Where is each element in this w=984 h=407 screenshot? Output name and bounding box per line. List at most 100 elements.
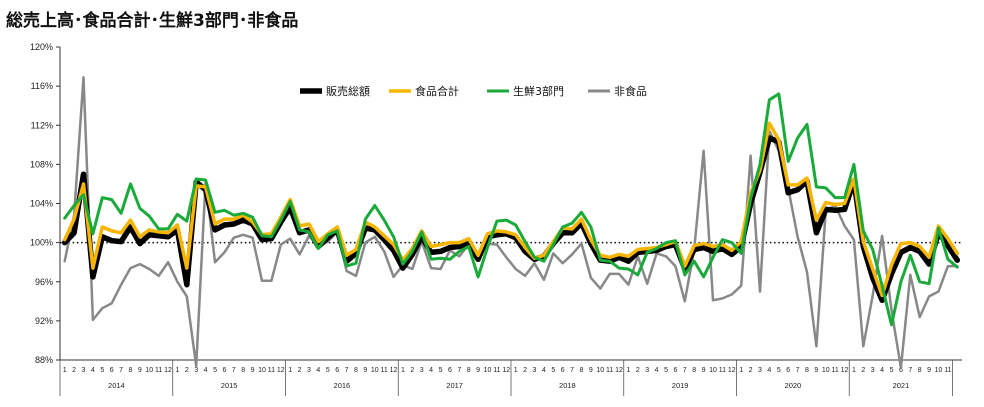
x-month-label: 2 xyxy=(749,367,753,374)
series-line-3 xyxy=(63,92,959,327)
x-month-label: 6 xyxy=(110,367,114,374)
x-month-label: 12 xyxy=(728,367,736,374)
x-month-label: 1 xyxy=(175,367,179,374)
x-month-label: 3 xyxy=(758,367,762,374)
series-layer xyxy=(61,76,961,370)
x-year-label: 2020 xyxy=(785,381,802,390)
x-month-label: 2 xyxy=(185,367,189,374)
x-year-label: 2021 xyxy=(893,381,910,390)
x-month-label: 5 xyxy=(777,367,781,374)
x-month-label: 9 xyxy=(589,367,593,374)
y-tick-label: 112% xyxy=(31,120,53,130)
x-month-label: 2 xyxy=(410,367,414,374)
series-line-4 xyxy=(63,76,959,370)
x-month-label: 11 xyxy=(268,367,275,374)
x-month-label: 3 xyxy=(871,367,875,374)
x-month-label: 9 xyxy=(363,367,367,374)
y-tick-label: 100% xyxy=(30,238,53,248)
x-month-label: 2 xyxy=(523,367,527,374)
y-tick-label: 108% xyxy=(30,159,53,169)
x-month-label: 1 xyxy=(514,367,518,374)
x-year-label: 2016 xyxy=(334,381,351,390)
x-month-label: 11 xyxy=(381,367,388,374)
x-month-label: 3 xyxy=(307,367,311,374)
x-month-label: 9 xyxy=(138,367,142,374)
x-month-label: 2 xyxy=(298,367,302,374)
x-month-label: 11 xyxy=(606,367,613,374)
x-month-label: 1 xyxy=(401,367,405,374)
x-month-label: 8 xyxy=(692,367,696,374)
x-month-label: 4 xyxy=(880,367,884,374)
x-month-label: 12 xyxy=(164,367,172,374)
x-month-label: 8 xyxy=(805,367,809,374)
x-month-label: 6 xyxy=(448,367,452,374)
x-month-label: 9 xyxy=(702,367,706,374)
x-month-label: 4 xyxy=(429,367,433,374)
x-month-label: 5 xyxy=(664,367,668,374)
x-month-label: 8 xyxy=(467,367,471,374)
x-month-label: 11 xyxy=(944,367,951,374)
x-month-label: 10 xyxy=(822,367,830,374)
x-month-label: 1 xyxy=(739,367,743,374)
x-month-label: 6 xyxy=(222,367,226,374)
x-month-label: 4 xyxy=(91,367,95,374)
x-month-label: 11 xyxy=(155,367,162,374)
x-month-label: 6 xyxy=(673,367,677,374)
x-month-label: 5 xyxy=(100,367,104,374)
x-month-label: 3 xyxy=(420,367,424,374)
x-month-label: 7 xyxy=(232,367,236,374)
x-year-label: 2015 xyxy=(221,381,238,390)
x-month-label: 3 xyxy=(82,367,86,374)
x-month-label: 10 xyxy=(371,367,379,374)
x-month-label: 1 xyxy=(626,367,630,374)
y-tick-label: 88% xyxy=(35,355,53,365)
x-month-label: 4 xyxy=(655,367,659,374)
x-month-label: 12 xyxy=(841,367,849,374)
x-year-label: 2019 xyxy=(672,381,689,390)
x-month-label: 11 xyxy=(719,367,726,374)
x-month-label: 2 xyxy=(636,367,640,374)
x-month-label: 9 xyxy=(814,367,818,374)
x-month-label: 5 xyxy=(551,367,555,374)
x-month-label: 8 xyxy=(580,367,584,374)
x-month-label: 9 xyxy=(251,367,255,374)
x-month-label: 4 xyxy=(542,367,546,374)
x-month-label: 12 xyxy=(502,367,510,374)
y-tick-label: 96% xyxy=(35,277,53,287)
x-month-label: 2 xyxy=(861,367,865,374)
x-month-label: 10 xyxy=(258,367,266,374)
x-month-label: 3 xyxy=(533,367,537,374)
x-month-label: 5 xyxy=(213,367,217,374)
x-month-label: 8 xyxy=(129,367,133,374)
x-month-label: 8 xyxy=(354,367,358,374)
x-month-label: 12 xyxy=(390,367,398,374)
chart-title: 総売上高･食品合計･生鮮3部門･非食品 xyxy=(6,11,299,31)
legend-label: 食品合計 xyxy=(415,84,459,98)
y-tick-label: 116% xyxy=(31,81,53,91)
x-month-label: 6 xyxy=(335,367,339,374)
x-month-label: 1 xyxy=(63,367,67,374)
x-month-label: 10 xyxy=(484,367,492,374)
x-month-label: 6 xyxy=(786,367,790,374)
x-month-label: 10 xyxy=(935,367,943,374)
x-month-label: 8 xyxy=(918,367,922,374)
x-month-label: 7 xyxy=(908,367,912,374)
legend-label: 非食品 xyxy=(614,84,647,98)
x-month-label: 7 xyxy=(570,367,574,374)
x-month-label: 7 xyxy=(796,367,800,374)
y-tick-label: 104% xyxy=(30,199,53,209)
x-month-label: 9 xyxy=(927,367,931,374)
series-line-1 xyxy=(61,135,961,304)
x-month-label: 11 xyxy=(832,367,839,374)
x-month-label: 3 xyxy=(645,367,649,374)
y-tick-label: 120% xyxy=(30,42,53,52)
x-year-label: 2014 xyxy=(108,381,125,390)
plot-area: 88%92%96%100%104%108%112%116%120%1 2 3 4 5 6 7… xyxy=(30,42,962,396)
x-month-label: 6 xyxy=(899,367,903,374)
x-month-label: 5 xyxy=(439,367,443,374)
x-month-label: 1 xyxy=(852,367,856,374)
x-month-label: 10 xyxy=(596,367,604,374)
x-month-label: 10 xyxy=(145,367,153,374)
legend-label: 販売総額 xyxy=(326,84,370,98)
